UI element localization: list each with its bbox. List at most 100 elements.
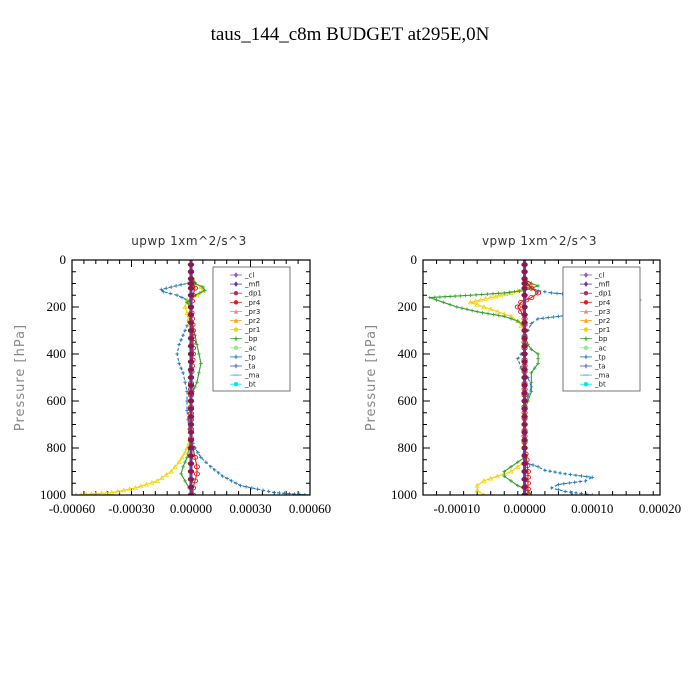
legend-marker <box>233 318 239 323</box>
data-point <box>536 316 540 321</box>
data-point <box>512 289 517 294</box>
data-point <box>204 460 208 464</box>
legend-marker <box>583 309 589 314</box>
data-point <box>172 464 178 469</box>
data-point <box>568 472 573 477</box>
y-axis-label: Pressure [hPa] <box>13 324 28 431</box>
data-point <box>521 262 528 268</box>
data-point <box>453 294 457 298</box>
data-point <box>185 300 189 305</box>
data-point <box>521 312 528 318</box>
legend-label: _pr1 <box>244 326 260 334</box>
data-point <box>531 463 535 467</box>
data-point <box>89 491 94 495</box>
data-point <box>521 469 528 474</box>
legend-label: _bp <box>244 335 258 343</box>
data-point <box>187 484 195 490</box>
data-point <box>555 291 559 296</box>
data-point <box>494 473 501 479</box>
legend-label: _pr4 <box>594 299 611 307</box>
data-point <box>197 352 201 356</box>
series-line-ta <box>517 264 640 495</box>
data-point <box>187 262 195 268</box>
data-point <box>535 290 542 296</box>
y-tick-label: 200 <box>398 299 418 314</box>
panel-title: upwp 1xm^2/s^3 <box>131 234 247 248</box>
data-point <box>521 359 528 365</box>
data-point <box>521 343 528 349</box>
data-point <box>126 486 133 492</box>
upwp-panel: upwp 1xm^2/s^3 Pressure [hPa] 0 200 400 600 80… <box>13 234 331 516</box>
data-point <box>521 335 528 341</box>
x-tick-label: 0.00020 <box>639 501 681 516</box>
data-point <box>197 371 201 375</box>
data-point <box>474 482 480 488</box>
data-point <box>491 291 495 296</box>
data-point <box>169 285 173 289</box>
legend-marker <box>233 363 239 369</box>
legend-marker <box>583 336 589 341</box>
data-point <box>187 285 195 291</box>
data-point <box>168 291 172 296</box>
data-point <box>477 297 484 302</box>
y-tick-label: 800 <box>398 440 418 455</box>
data-point <box>465 307 469 312</box>
data-point <box>529 493 534 495</box>
data-point <box>187 276 195 282</box>
data-point <box>536 356 540 361</box>
x-tick-label: -0.00030 <box>108 501 155 516</box>
data-point <box>529 347 534 352</box>
data-point <box>521 351 528 357</box>
data-point <box>209 465 213 469</box>
data-point <box>250 486 254 490</box>
y-tick-label: 1000 <box>40 487 66 502</box>
vpwp-panel: vpwp 1xm^2/s^3 Pressure [hPa] 0 200 400 600 80… <box>364 234 681 516</box>
x-tick-label: 0.00000 <box>503 501 545 516</box>
data-point <box>179 472 183 476</box>
data-point <box>220 474 225 478</box>
legend: _cl_mfl_dp1_pr4_pr3_pr2_pr1_bp_ac_tp_ta_… <box>212 266 291 392</box>
data-point <box>480 310 485 315</box>
data-point <box>187 292 195 298</box>
data-point <box>509 479 513 483</box>
y-tick-label: 0 <box>411 252 418 267</box>
data-point <box>467 299 473 305</box>
data-point <box>536 284 540 288</box>
data-point <box>177 342 181 347</box>
legend-label: _ac <box>594 344 607 352</box>
data-point <box>536 352 540 356</box>
data-point <box>514 304 521 310</box>
data-point <box>474 293 478 297</box>
data-point <box>187 304 195 310</box>
y-tick-label: 800 <box>47 440 67 455</box>
legend-label: _bp <box>594 335 608 343</box>
data-point <box>185 389 189 394</box>
data-point <box>521 453 528 459</box>
data-point <box>203 288 207 293</box>
data-point <box>488 475 494 481</box>
data-point <box>562 481 566 486</box>
data-point <box>298 492 302 495</box>
y-tick-label: 1000 <box>391 487 417 502</box>
data-point <box>179 454 185 460</box>
data-point <box>496 291 501 296</box>
data-point <box>508 468 514 474</box>
data-point <box>187 445 195 451</box>
data-point <box>578 479 582 484</box>
data-point <box>168 468 174 474</box>
legend-label: _pr3 <box>594 308 610 316</box>
data-point <box>509 465 513 469</box>
data-point <box>516 460 520 464</box>
data-point <box>516 483 520 488</box>
legend-marker <box>233 354 239 360</box>
data-point <box>521 429 528 435</box>
data-point <box>238 483 243 488</box>
data-point <box>187 437 195 443</box>
y-tick-label: 600 <box>47 393 67 408</box>
data-point <box>521 445 528 451</box>
data-point <box>485 292 490 296</box>
data-point <box>491 312 496 317</box>
data-point <box>515 464 521 469</box>
data-point <box>179 366 183 370</box>
